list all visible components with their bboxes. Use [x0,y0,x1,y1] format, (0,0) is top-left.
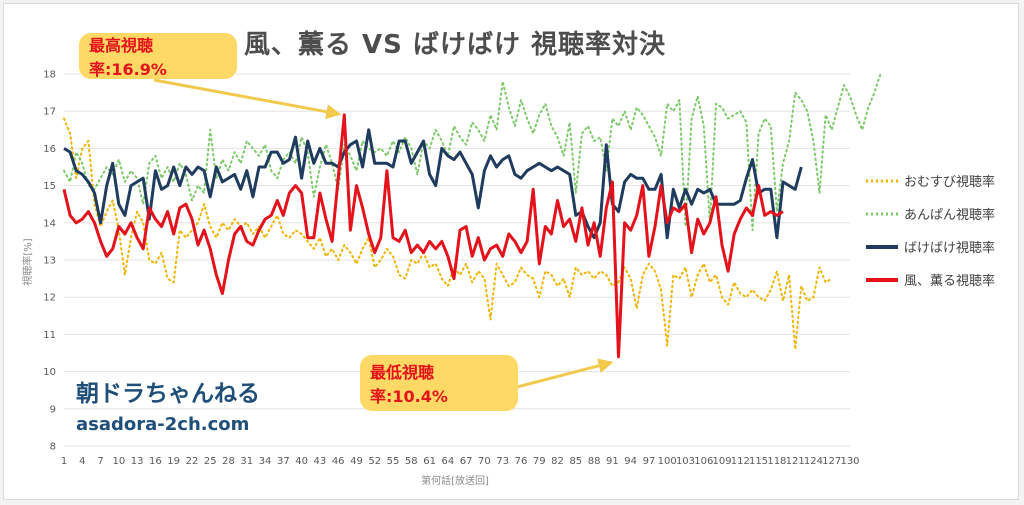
legend-swatch-bakebake [866,244,898,249]
y-tick-label: 15 [43,181,56,192]
series-line-3 [62,113,784,359]
x-tick-label: 52 [368,456,381,467]
x-tick-label: 28 [222,456,235,467]
legend-item-anpan: あんぱん視聴率 [866,197,995,230]
y-axis-title: 視聴率[%] [21,238,34,285]
legend-item-kaze-kaoru: 風、薫る視聴率 [866,263,995,296]
x-tick-label: 25 [204,456,217,467]
y-tick-label: 16 [43,144,56,155]
x-tick-label: 109 [712,456,731,467]
x-tick-label: 61 [423,456,436,467]
x-tick-label: 124 [804,456,823,467]
chart-frame: 8 9 10 11 12 13 14 15 16 17 18 1 4 7 10 13 16 19 22 25 28 31… [3,3,1019,500]
x-tick-label: 7 [97,456,103,467]
y-tick-label: 12 [43,293,56,304]
y-tick-label: 13 [43,256,56,267]
x-tick-label: 82 [551,456,564,467]
max-rating-callout: 最高視聴率:16.9% [79,33,237,79]
chart-title: 風、薫る VS ばけばけ 視聴率対決 [244,30,667,60]
legend-label-anpan: あんぱん視聴率 [904,208,996,223]
series-line-1 [63,73,882,232]
series-lines [62,73,882,359]
legend-swatch-anpan [866,212,898,215]
y-tick-label: 9 [50,404,56,415]
y-tick-label: 11 [43,330,56,341]
x-tick-label: 121 [786,456,805,467]
x-tick-label: 55 [387,456,400,467]
x-tick-labels: 1 4 7 10 13 16 19 22 25 28 31 34 37 40 43 46 49 52 55 58 61 6… [61,456,860,467]
legend-swatch-kaze-kaoru [866,277,898,282]
x-tick-label: 58 [405,456,418,467]
brand-name: 朝ドラちゃんねる [76,381,260,407]
x-tick-label: 4 [79,456,85,467]
x-tick-label: 34 [259,456,272,467]
x-tick-label: 43 [314,456,327,467]
x-tick-label: 91 [606,456,619,467]
x-tick-label: 88 [588,456,601,467]
x-tick-label: 97 [643,456,656,467]
legend: おむすび視聴率 あんぱん視聴率 ばけばけ視聴率 風、薫る視聴率 [866,164,995,296]
x-tick-label: 67 [460,456,473,467]
brand-url: asadora-2ch.com [76,414,250,435]
x-tick-label: 1 [61,456,67,467]
x-tick-label: 118 [767,456,786,467]
x-tick-label: 37 [277,456,290,467]
y-tick-label: 8 [50,442,56,453]
x-tick-label: 85 [569,456,582,467]
x-tick-label: 13 [131,456,144,467]
legend-swatch-omusubi [866,179,898,182]
x-tick-label: 103 [676,456,695,467]
y-tick-label: 10 [43,367,56,378]
y-tick-label: 17 [43,107,56,118]
x-tick-label: 112 [731,456,750,467]
legend-label-omusubi: おむすび視聴率 [904,175,996,190]
y-tick-label: 14 [43,218,56,229]
x-tick-label: 76 [515,456,528,467]
legend-item-bakebake: ばけばけ視聴率 [866,230,995,263]
x-axis-title: 第何話[放送回] [421,474,489,487]
legend-label-bakebake: ばけばけ視聴率 [904,241,996,256]
legend-item-omusubi: おむすび視聴率 [866,164,995,197]
x-tick-label: 16 [149,456,162,467]
min-rating-callout: 最低視聴率:10.4% [360,355,518,411]
x-tick-label: 115 [749,456,768,467]
x-tick-label: 94 [624,456,637,467]
y-tick-labels: 8 9 10 11 12 13 14 15 16 17 18 [43,70,56,453]
x-tick-label: 64 [441,456,454,467]
x-tick-label: 70 [478,456,491,467]
x-tick-label: 79 [533,456,546,467]
x-tick-label: 49 [350,456,363,467]
series-line-0 [63,117,833,351]
x-tick-label: 100 [658,456,677,467]
x-tick-label: 73 [496,456,509,467]
y-tick-label: 18 [43,70,56,81]
x-tick-label: 19 [167,456,180,467]
x-tick-label: 22 [186,456,199,467]
series-line-2 [63,128,803,240]
legend-label-kaze-kaoru: 風、薫る視聴率 [904,274,996,289]
x-tick-label: 127 [822,456,841,467]
x-tick-label: 46 [332,456,345,467]
x-tick-label: 130 [840,456,859,467]
max-arrow [153,78,342,120]
x-tick-label: 31 [240,456,253,467]
x-tick-label: 106 [694,456,713,467]
x-tick-label: 40 [295,456,308,467]
x-tick-label: 10 [112,456,125,467]
